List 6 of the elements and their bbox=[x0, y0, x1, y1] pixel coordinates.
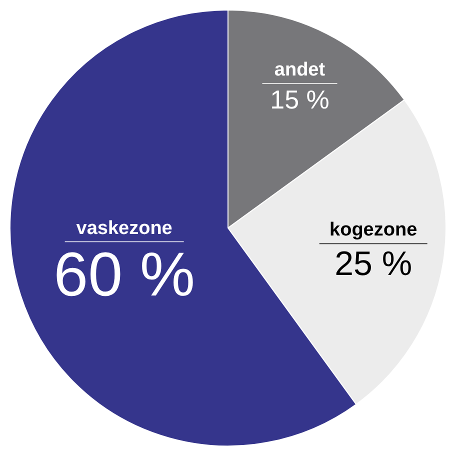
data-label: 25 % bbox=[334, 244, 412, 283]
data-label: 15 % bbox=[270, 84, 330, 114]
slice-label: andet bbox=[274, 59, 326, 80]
slice-label: vaskezone bbox=[76, 218, 172, 239]
data-label: 60 % bbox=[54, 240, 195, 310]
slice-label: kogezone bbox=[330, 220, 418, 241]
